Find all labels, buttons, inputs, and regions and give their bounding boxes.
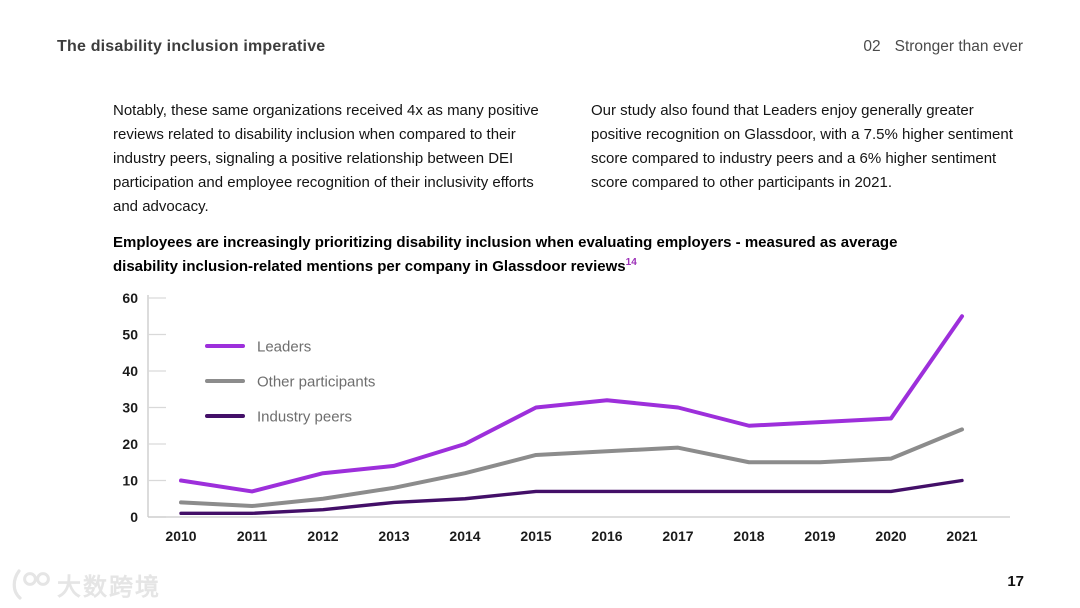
x-tick-label: 2019 bbox=[804, 528, 835, 544]
y-tick-label: 40 bbox=[122, 363, 138, 379]
watermark-text: 大数跨境 bbox=[57, 573, 161, 601]
x-tick-label: 2018 bbox=[733, 528, 764, 544]
chart-heading-text: Employees are increasingly prioritizing … bbox=[113, 234, 898, 275]
y-tick-label: 30 bbox=[122, 400, 138, 416]
intro-paragraph-right: Our study also found that Leaders enjoy … bbox=[591, 102, 1013, 191]
y-tick-label: 0 bbox=[130, 509, 138, 525]
chart-heading: Employees are increasingly prioritizing … bbox=[113, 233, 943, 277]
legend-label: Leaders bbox=[257, 339, 311, 356]
x-tick-label: 2015 bbox=[520, 528, 551, 544]
series-line-leaders bbox=[179, 314, 964, 494]
legend-label: Industry peers bbox=[257, 409, 352, 426]
legend-label: Other participants bbox=[257, 374, 375, 391]
line-chart: 0 10 20 30 40 50 60 2010 2011 2012 2013 2014 2015 201… bbox=[122, 290, 1010, 544]
y-tick-label: 10 bbox=[122, 473, 138, 489]
section-number: 02 bbox=[863, 38, 881, 55]
watermark: 大数跨境 bbox=[8, 567, 161, 602]
chart-area: 0 10 20 30 40 50 60 2010 2011 2012 2013 2014 2015 201… bbox=[100, 285, 1020, 565]
intro-columns: Notably, these same organizations receiv… bbox=[113, 99, 1023, 219]
intro-paragraph-left: Notably, these same organizations receiv… bbox=[113, 102, 539, 215]
x-tick-label: 2020 bbox=[875, 528, 906, 544]
y-tick-label: 50 bbox=[122, 327, 138, 343]
y-tick-label: 20 bbox=[122, 436, 138, 452]
watermark-logo-icon bbox=[12, 568, 50, 600]
section-title: Stronger than ever bbox=[894, 38, 1023, 55]
page-title: The disability inclusion imperative bbox=[57, 38, 326, 55]
footnote-marker: 14 bbox=[625, 257, 637, 268]
x-tick-label: 2012 bbox=[307, 528, 338, 544]
x-tick-label: 2016 bbox=[591, 528, 622, 544]
section-header: 02 Stronger than ever bbox=[863, 38, 1023, 56]
x-tick-label: 2011 bbox=[237, 528, 268, 544]
page-number: 17 bbox=[1007, 573, 1024, 590]
x-tick-label: 2010 bbox=[165, 528, 196, 544]
series-line-industry-peers bbox=[179, 478, 964, 516]
legend-item: Other participants bbox=[205, 374, 375, 391]
legend-item: Industry peers bbox=[205, 409, 352, 426]
x-tick-label: 2017 bbox=[662, 528, 693, 544]
y-tick-label: 60 bbox=[122, 290, 138, 306]
x-tick-label: 2014 bbox=[449, 528, 480, 544]
series-line-other-participants bbox=[179, 427, 964, 509]
page-header: The disability inclusion imperative 02 St… bbox=[57, 38, 1023, 56]
x-tick-label: 2013 bbox=[378, 528, 409, 544]
legend-item: Leaders bbox=[205, 339, 311, 356]
x-tick-label: 2021 bbox=[946, 528, 977, 544]
